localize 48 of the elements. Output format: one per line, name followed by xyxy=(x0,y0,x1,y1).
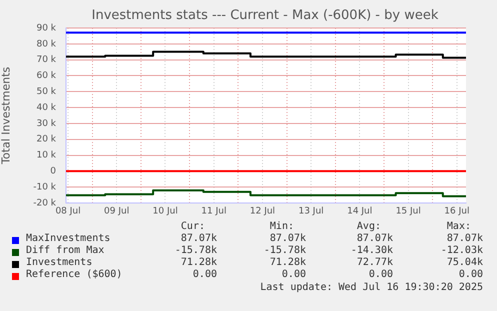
y-tick-label: 70 k xyxy=(36,55,57,66)
y-tick-label: 90 k xyxy=(36,23,57,34)
text: Min: xyxy=(270,221,294,232)
text: Avg: xyxy=(356,221,381,232)
legend-label: Investments xyxy=(26,257,92,268)
x-tick-label: 08 Jul xyxy=(55,206,81,217)
y-tick-label: 10 k xyxy=(36,150,57,161)
y-tick-label: 30 k xyxy=(36,118,57,129)
x-tick-label: 14 Jul xyxy=(347,206,372,217)
text: 87.07k xyxy=(356,233,393,244)
text: 0.00 xyxy=(458,269,483,280)
y-tick-label: 20 k xyxy=(36,134,57,145)
x-tick-label: 16 Jul xyxy=(444,206,470,217)
text: 0.00 xyxy=(368,269,393,280)
y-tick-label: 50 k xyxy=(36,86,57,97)
x-tick-label: 12 Jul xyxy=(250,206,276,217)
y-tick-label: 60 k xyxy=(36,71,57,82)
y-axis-title: Total Investments xyxy=(0,66,12,166)
text: Cur: xyxy=(180,221,205,232)
text: -15.78k xyxy=(174,245,217,256)
text: Last update: Wed Jul 16 19:30:20 2025 xyxy=(259,282,483,293)
text: Max: xyxy=(446,221,471,232)
x-tick-label: 15 Jul xyxy=(396,206,421,217)
legend-label: Reference ($600) xyxy=(26,269,122,280)
y-tick-label: 80 k xyxy=(36,39,57,50)
text: 0.00 xyxy=(192,269,217,280)
x-tick-label: 09 Jul xyxy=(104,206,130,217)
chart-title: Investments stats --- Current - Max (-600K) - by week xyxy=(90,8,440,23)
y-tick-label: 0 xyxy=(50,166,56,177)
y-tick-label: 40 k xyxy=(36,102,57,113)
legend-label: Diff from Max xyxy=(26,245,104,256)
text: 71.28k xyxy=(180,257,217,268)
text: 72.77k xyxy=(356,257,393,268)
x-tick-label: 13 Jul xyxy=(298,206,324,217)
y-tick-label: -20 k xyxy=(33,198,57,208)
text: -15.78k xyxy=(264,245,306,256)
x-tick-label: 11 Jul xyxy=(201,206,226,217)
x-tick-label: 10 Jul xyxy=(152,206,178,217)
text: 87.07k xyxy=(180,233,217,244)
text: 87.07k xyxy=(446,233,483,244)
text: -12.03k xyxy=(440,245,483,256)
text: 87.07k xyxy=(270,233,306,244)
text: 71.28k xyxy=(270,257,306,268)
text: 75.04k xyxy=(446,257,483,268)
text: 0.00 xyxy=(282,269,306,280)
text: -14.30k xyxy=(350,245,393,256)
y-tick-label: -10 k xyxy=(33,182,57,192)
legend-label: MaxInvestments xyxy=(26,233,110,244)
